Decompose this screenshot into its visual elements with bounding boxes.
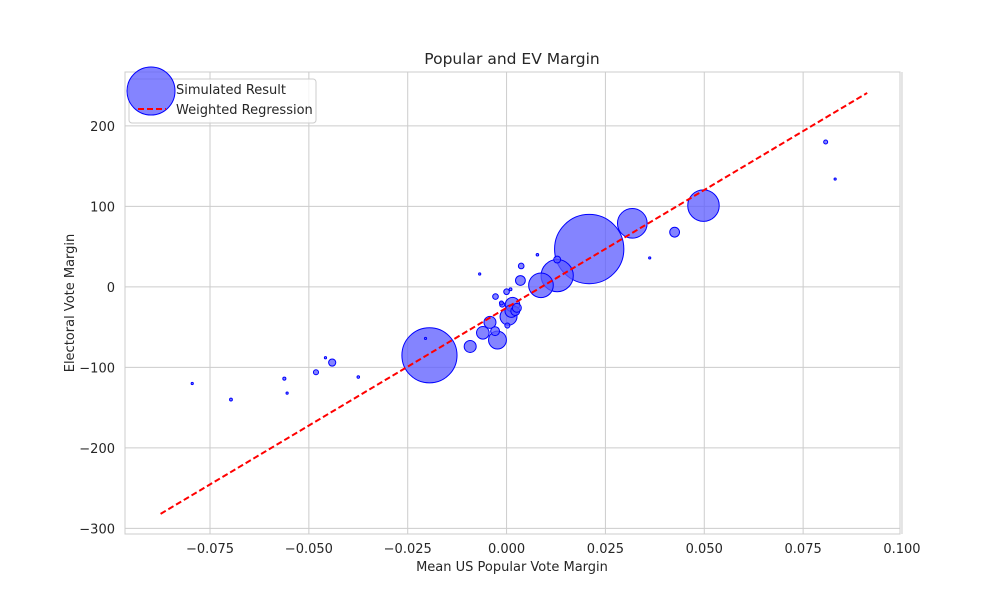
x-tick-label: −0.075 [186, 542, 234, 557]
scatter-point [511, 302, 522, 313]
scatter-point [285, 391, 289, 395]
y-tick-label: −100 [79, 361, 115, 376]
scatter-point [478, 272, 482, 276]
scatter-point [508, 287, 513, 292]
legend-label-weighted-regression: Weighted Regression [176, 103, 313, 118]
y-tick-label: 100 [90, 200, 115, 215]
scatter-point [476, 325, 490, 340]
x-tick-label: 0.025 [587, 542, 624, 557]
scatter-point [669, 226, 681, 238]
scatter-point [535, 252, 540, 257]
scatter-point [515, 275, 526, 286]
scatter-point [648, 256, 652, 260]
scatter-point [553, 255, 562, 264]
x-tick-label: −0.050 [285, 542, 333, 557]
x-tick-label: 0.075 [785, 542, 822, 557]
scatter-point [616, 207, 648, 239]
grid [125, 72, 903, 534]
scatter-point [687, 189, 720, 222]
x-axis-label: Mean US Popular Vote Margin [416, 560, 608, 575]
x-tick-label: 0.100 [883, 542, 920, 557]
scatter-point [503, 288, 510, 296]
x-tick-labels: −0.075 −0.050 −0.025 0.000 0.025 0.050 0.075 0.… [186, 542, 921, 557]
scatter-point [833, 177, 837, 181]
scatter-point [490, 326, 501, 337]
scatter-point [356, 375, 361, 379]
scatter-point [463, 339, 477, 353]
scatter-point [282, 376, 287, 381]
scatter-point [823, 139, 829, 145]
x-tick-label: 0.050 [686, 542, 723, 557]
scatter-point [423, 336, 428, 341]
regression-line [160, 92, 868, 515]
scatter-point [312, 369, 320, 376]
y-tick-label: 200 [90, 120, 115, 135]
y-tick-label: −200 [79, 442, 115, 457]
legend: Simulated Result Weighted Regression [126, 66, 317, 124]
regression-line-layer [160, 92, 868, 515]
scatter-point [554, 213, 625, 285]
y-axis-label: Electoral Vote Margin [63, 234, 78, 373]
y-tick-label: −300 [79, 522, 115, 537]
scatter-point [229, 397, 233, 402]
axes-frame [124, 71, 901, 535]
scatter-point [323, 356, 328, 360]
legend-label-simulated-result: Simulated Result [176, 83, 286, 98]
scatter-point [517, 262, 525, 270]
scatter-point [504, 322, 511, 329]
scatter-point [401, 327, 458, 384]
scatter-point [328, 358, 337, 367]
chart-title: Popular and EV Margin [424, 50, 599, 68]
scatter-point [492, 293, 499, 300]
x-tick-label: −0.025 [384, 542, 432, 557]
scatter-points [190, 139, 837, 402]
y-tick-label: 0 [107, 281, 115, 296]
y-tick-labels: −300 −200 −100 0 100 200 [79, 120, 115, 537]
x-tick-label: 0.000 [488, 542, 525, 557]
legend-marker-simulated-result [126, 66, 176, 116]
scatter-point [528, 272, 554, 299]
scatter-point [498, 300, 504, 306]
scatter-point [190, 381, 194, 386]
